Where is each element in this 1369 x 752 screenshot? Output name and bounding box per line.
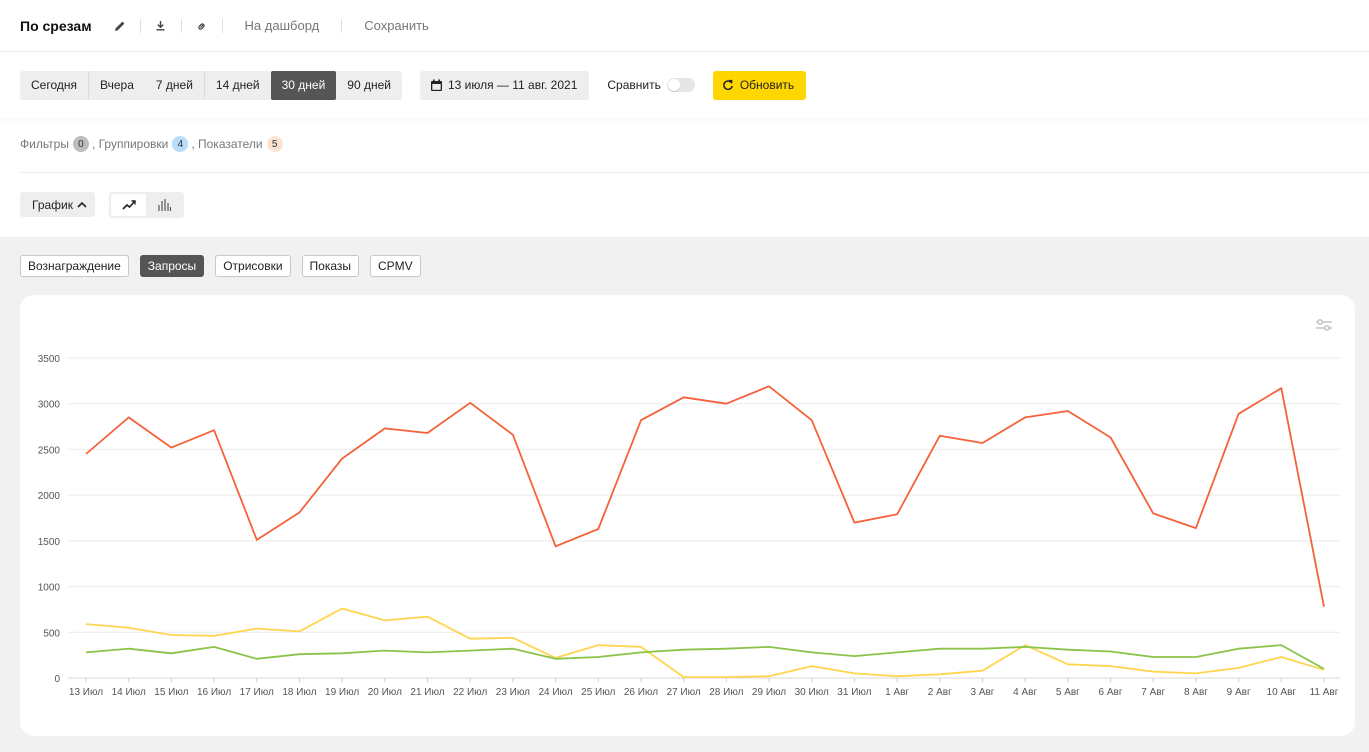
date-range-text: 13 июля — 11 авг. 2021 xyxy=(447,78,578,92)
filters-count-badge: 0 xyxy=(72,136,89,152)
refresh-label: Обновить xyxy=(739,78,795,92)
link-icon[interactable] xyxy=(195,19,209,33)
period-90-days[interactable]: 90 дней xyxy=(347,78,391,92)
period-7-days[interactable]: 7 дней xyxy=(155,78,193,92)
period-toolbar: Сегодня Вчера 7 дней 14 дней 30 дней 90 … xyxy=(0,52,1369,118)
dashboard-link[interactable]: На дашборд xyxy=(244,18,320,33)
metric-tabs: Вознаграждение Запросы Отрисовки Показы … xyxy=(20,255,432,277)
period-yesterday[interactable]: Вчера xyxy=(88,70,145,100)
page-title: По срезам xyxy=(20,17,92,34)
compare-label: Сравнить xyxy=(607,78,661,92)
tab-reward[interactable]: Вознаграждение xyxy=(20,255,129,277)
period-14-days[interactable]: 14 дней xyxy=(203,70,271,100)
chevron-up-icon xyxy=(77,201,87,208)
download-icon[interactable] xyxy=(154,19,168,33)
tab-impressions[interactable]: Показы xyxy=(301,255,360,277)
tab-cpmv[interactable]: CPMV xyxy=(370,255,421,277)
filters-summary[interactable]: Фильтры 0 , Группировки 4 , Показатели 5 xyxy=(20,136,286,152)
bar-chart-view[interactable] xyxy=(146,194,181,216)
chart-settings-icon[interactable] xyxy=(1315,318,1333,332)
toolbar-divider xyxy=(221,18,223,33)
graph-collapse-button[interactable]: График xyxy=(20,192,95,217)
section-divider xyxy=(20,172,1369,173)
top-bar: По срезам На дашборд Сохранить xyxy=(0,0,1369,52)
period-today[interactable]: Сегодня xyxy=(31,78,77,92)
tab-requests[interactable]: Запросы xyxy=(139,255,205,277)
date-range-picker[interactable]: 13 июля — 11 авг. 2021 xyxy=(419,70,590,100)
graph-label: График xyxy=(32,197,73,212)
filters-label: Фильтры xyxy=(20,137,69,151)
refresh-button[interactable]: Обновить xyxy=(712,70,807,100)
trend-line-icon xyxy=(121,200,136,210)
save-link[interactable]: Сохранить xyxy=(364,18,429,33)
metrics-count-badge: 5 xyxy=(266,136,283,152)
chart-view-switch xyxy=(109,192,184,218)
metrics-label: , Показатели xyxy=(191,137,263,151)
period-selector: Сегодня Вчера 7 дней 14 дней 30 дней 90 … xyxy=(20,70,402,100)
line-chart-view[interactable] xyxy=(111,194,146,216)
toolbar-divider xyxy=(139,18,141,33)
compare-control: Сравнить xyxy=(607,78,695,92)
bar-chart-icon xyxy=(157,199,171,211)
chart-card xyxy=(20,295,1355,736)
refresh-icon xyxy=(723,79,733,91)
toolbar-divider xyxy=(341,18,343,33)
period-30-days[interactable]: 30 дней xyxy=(270,70,337,100)
calendar-icon xyxy=(430,79,442,91)
groupings-label: , Группировки xyxy=(91,137,169,151)
compare-toggle[interactable] xyxy=(666,78,695,92)
tab-renders[interactable]: Отрисовки xyxy=(215,255,291,277)
pencil-icon[interactable] xyxy=(113,19,127,33)
groupings-count-badge: 4 xyxy=(172,136,189,152)
toolbar-divider xyxy=(180,18,182,33)
